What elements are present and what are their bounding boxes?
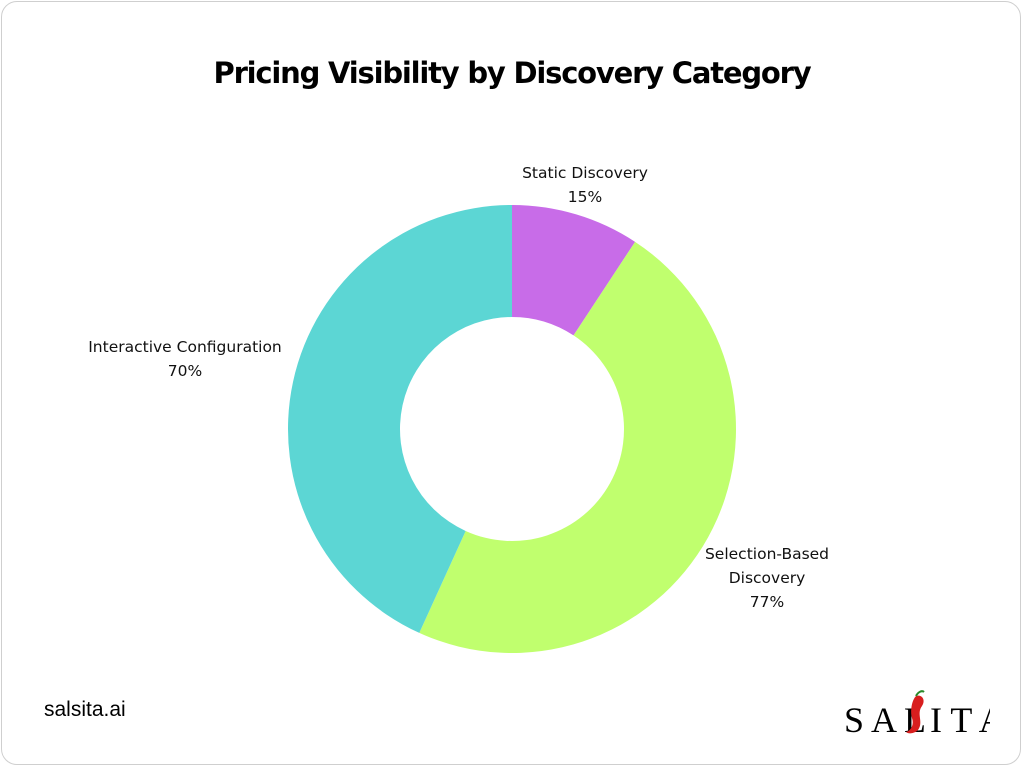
- slice-label-selection-based-discovery: Selection-Based: [705, 545, 829, 563]
- value-label-selection-based-discovery: 77%: [750, 593, 784, 611]
- value-label-interactive-configuration: 70%: [168, 362, 202, 380]
- slice-selection-based-discovery: [419, 241, 737, 654]
- slice-label-static-discovery: Static Discovery: [522, 164, 648, 182]
- chili-pepper-icon: [906, 695, 924, 734]
- salsita-logo: S A L I T A: [844, 690, 990, 738]
- svg-text:I T A: I T A: [930, 700, 990, 738]
- website-link[interactable]: salsita.ai: [44, 698, 126, 721]
- slice-static-discovery: [512, 205, 636, 336]
- value-label-static-discovery: 15%: [568, 188, 602, 206]
- slice-label-selection-based-discovery: Discovery: [729, 569, 806, 587]
- chart-title: Pricing Visibility by Discovery Category: [213, 56, 812, 90]
- slice-interactive-configuration: [287, 205, 512, 633]
- slice-label-interactive-configuration: Interactive Configuration: [88, 338, 282, 356]
